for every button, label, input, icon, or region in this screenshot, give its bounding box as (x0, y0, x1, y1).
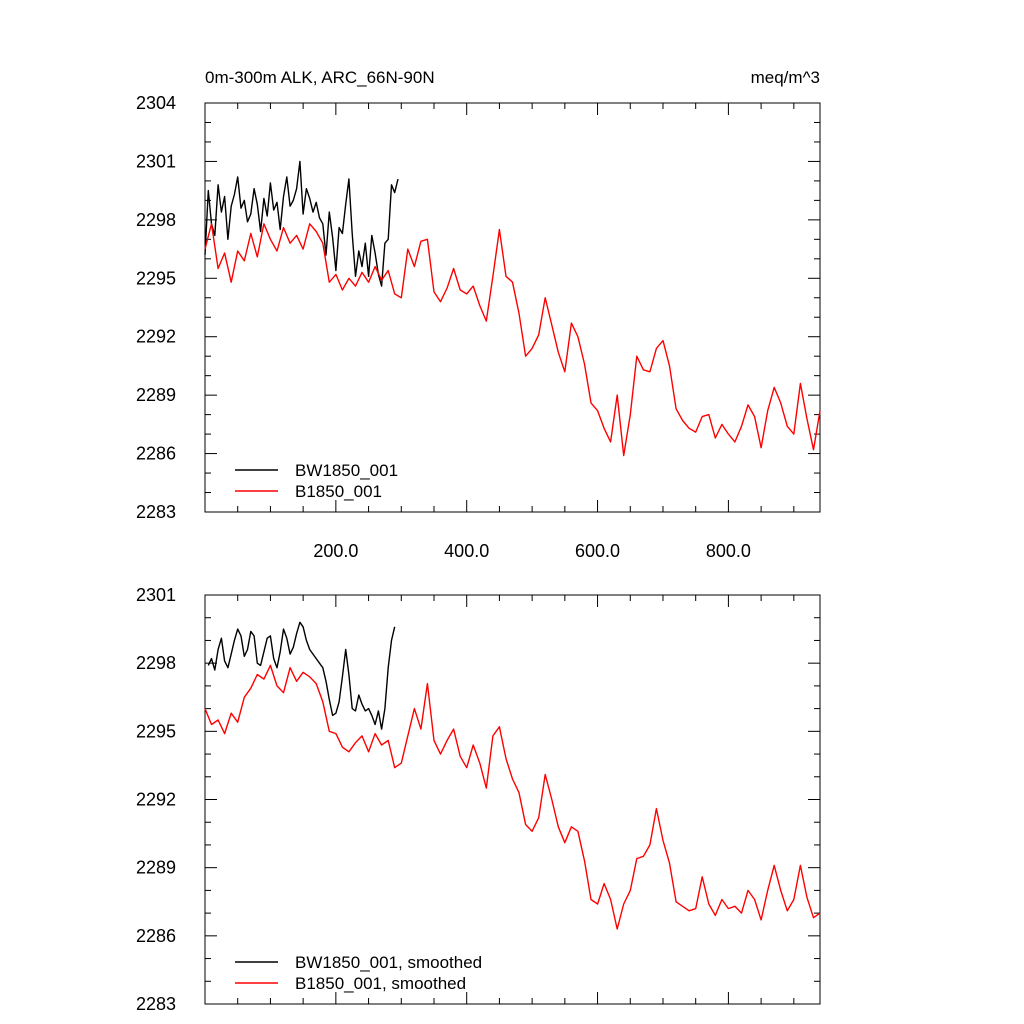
y-tick-label: 2283 (136, 994, 176, 1014)
series-group (204, 621, 821, 930)
series-group (204, 160, 821, 457)
y-tick-label: 2286 (136, 444, 176, 464)
tick-group: 2283 2286 2289 2292 2295 2298 2301 2304 200.0 400… (136, 93, 820, 561)
legend: BW1850_001 B1850_001 (235, 461, 398, 501)
series-line-0 (204, 160, 399, 287)
chart-title: 0m-300m ALK, ARC_66N-90N (205, 68, 435, 87)
series-line-0 (207, 621, 396, 730)
x-tick-label: 800.0 (706, 541, 751, 561)
plot-frame (204, 102, 821, 513)
series-line-1 (204, 223, 821, 457)
legend-label-0: BW1850_001 (295, 461, 398, 480)
legend: BW1850_001, smoothed B1850_001, smoothed (235, 953, 482, 993)
x-tick-label: 200.0 (313, 541, 358, 561)
x-tick-label: 600.0 (575, 541, 620, 561)
legend-label-0: BW1850_001, smoothed (295, 953, 482, 972)
y-tick-label: 2283 (136, 502, 176, 522)
bottom-panel: 2283 2286 2289 2292 2295 2298 2301 BW1850_001,… (136, 585, 821, 1014)
y-tick-label: 2289 (136, 385, 176, 405)
plot-frame (204, 594, 821, 1005)
y-tick-label: 2298 (136, 653, 176, 673)
y-tick-label: 2295 (136, 721, 176, 741)
y-tick-label: 2295 (136, 268, 176, 288)
units-label: meq/m^3 (751, 68, 820, 87)
x-tick-label: 400.0 (444, 541, 489, 561)
series-line-1 (204, 664, 821, 930)
y-tick-label: 2289 (136, 858, 176, 878)
legend-label-1: B1850_001 (295, 482, 382, 501)
y-tick-label: 2286 (136, 926, 176, 946)
y-tick-label: 2292 (136, 790, 176, 810)
top-panel: 0m-300m ALK, ARC_66N-90N meq/m^3 2283228… (136, 68, 821, 561)
y-tick-label: 2292 (136, 327, 176, 347)
tick-group: 2283 2286 2289 2292 2295 2298 2301 (136, 585, 820, 1014)
y-tick-label: 2301 (136, 151, 176, 171)
y-tick-label: 2298 (136, 210, 176, 230)
legend-label-1: B1850_001, smoothed (295, 974, 466, 993)
y-tick-label: 2301 (136, 585, 176, 605)
y-tick-label: 2304 (136, 93, 176, 113)
